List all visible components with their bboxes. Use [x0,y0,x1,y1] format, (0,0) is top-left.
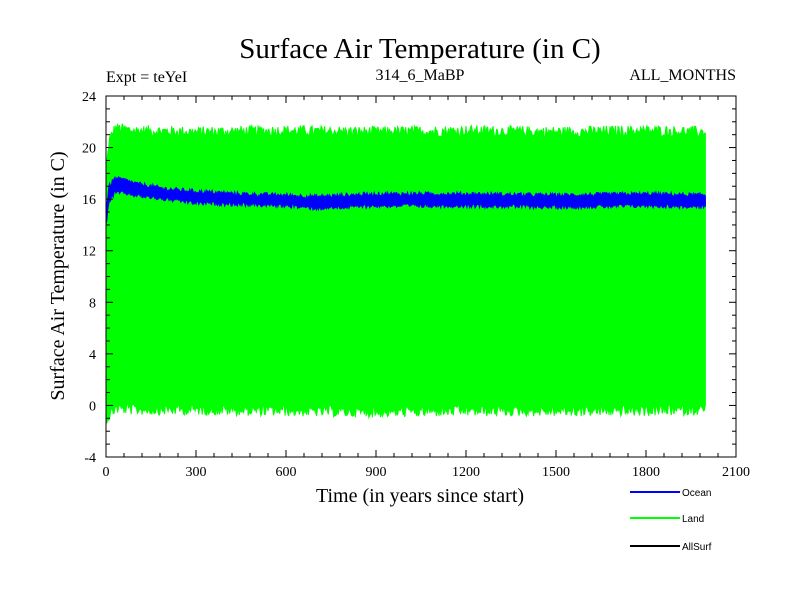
x-tick-label: 600 [276,465,297,480]
y-tick-label: 12 [82,245,96,260]
x-tick-label: 1200 [452,465,480,480]
axes: 0 300 600 900 1200 1500 1800 2100 -4 0 4 8 12 16 20 24 [82,90,750,480]
y-tick-label: 4 [89,348,96,363]
y-tick-label: 20 [82,142,96,157]
chart-subtitle-left: Expt = teYeI [106,69,187,86]
chart-subtitle-right: ALL_MONTHS [629,67,736,84]
series-land-band [105,123,706,424]
x-tick-label: 0 [103,465,110,480]
legend-label-ocean: Ocean [682,488,711,499]
chart-title: Surface Air Temperature (in C) [239,33,600,65]
legend-label-allsurf: AllSurf [682,542,712,553]
x-tick-label: 1800 [632,465,660,480]
legend: Ocean Land AllSurf [630,488,712,553]
chart-subtitle-center: 314_6_MaBP [376,67,465,84]
y-axis-label: Surface Air Temperature (in C) [47,151,69,400]
series-bands [105,123,706,424]
x-axis-label: Time (in years since start) [316,485,524,507]
y-tick-label: 8 [89,296,96,311]
y-tick-label: 16 [82,193,96,208]
y-tick-label: 24 [82,90,96,105]
x-tick-label: 2100 [722,465,750,480]
y-tick-label: -4 [84,451,96,466]
x-tick-label: 900 [366,465,387,480]
legend-label-land: Land [682,514,704,525]
series-ocean-band [105,175,706,225]
y-tick-label: 0 [89,399,96,414]
x-tick-label: 300 [186,465,207,480]
x-tick-label: 1500 [542,465,570,480]
